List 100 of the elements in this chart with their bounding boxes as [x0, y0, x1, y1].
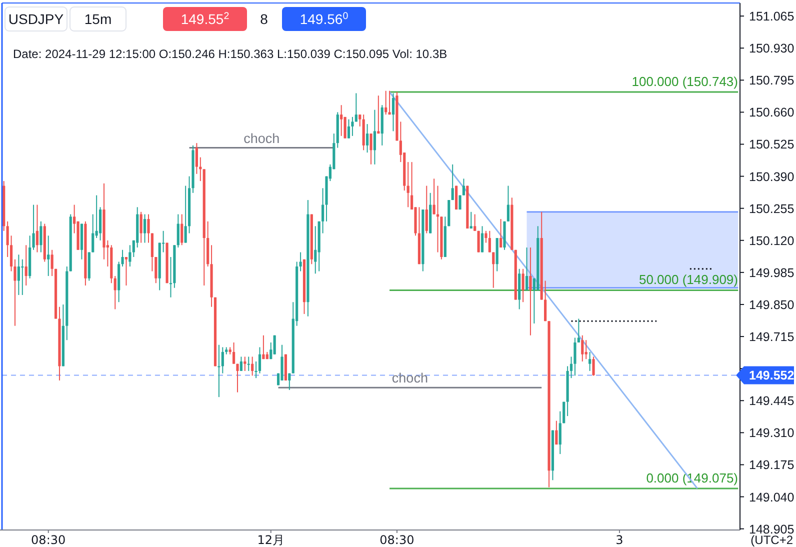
candlestick [218, 344, 220, 398]
candlestick [451, 164, 454, 201]
candlestick [406, 162, 410, 208]
candlestick [351, 116, 354, 136]
candlestick [124, 256, 128, 286]
y-tick-label: 149.715 [749, 330, 794, 344]
candlestick [98, 206, 102, 241]
candlestick [154, 256, 158, 284]
candlestick [140, 211, 142, 244]
candlestick [36, 204, 39, 253]
annotation: USDJPY [8, 11, 64, 27]
candlestick [506, 185, 510, 222]
y-tick-label: 149.445 [749, 394, 794, 408]
candlestick [522, 268, 524, 303]
candlestick [314, 226, 317, 274]
y-tick-label: 150.795 [749, 74, 794, 88]
candlestick [236, 363, 239, 393]
candlestick [40, 220, 42, 253]
candlestick [195, 142, 198, 174]
x-tick-label: 08:30 [380, 533, 414, 547]
candlestick [492, 252, 495, 288]
x-tick-label: 3 [616, 533, 624, 547]
candlestick [388, 90, 391, 116]
candlestick [370, 133, 372, 165]
candlestick [340, 104, 343, 136]
y-tick-label: 150.660 [749, 106, 794, 120]
series-label: choch [392, 370, 428, 386]
series-label: choch [244, 130, 280, 146]
series-label: 50.000 (149.909) [638, 272, 738, 288]
series-label: 0.000 (149.075) [646, 470, 738, 486]
y-tick-label: 149.040 [749, 490, 794, 504]
candlestick [244, 356, 246, 372]
annotation: 149.56$^{0}$ [300, 10, 349, 27]
candlestick [258, 346, 262, 374]
candlestick [558, 410, 562, 455]
y-tick-label: 150.390 [749, 170, 794, 184]
candlestick [384, 90, 388, 116]
candlestick [180, 214, 184, 246]
candlestick [92, 214, 94, 253]
y-tick-label: 149.985 [749, 266, 794, 280]
candlestick [577, 318, 580, 343]
candlestick [24, 244, 28, 286]
y-tick-label: 149.175 [749, 458, 794, 472]
candlestick [462, 178, 466, 196]
candlestick [377, 95, 380, 134]
candlestick [114, 275, 116, 310]
candlestick [588, 351, 592, 372]
candlestick [500, 218, 502, 248]
candlestick [50, 249, 54, 276]
candlestick [474, 214, 476, 232]
candlestick [21, 258, 24, 296]
candlestick [373, 109, 376, 165]
annotation: 15m [84, 11, 112, 27]
candlestick [484, 230, 488, 244]
x-tick-label: 08:30 [31, 533, 66, 547]
candlestick [17, 254, 20, 296]
annotation: 149.55$^{2}$ [180, 10, 230, 27]
y-tick-label: 150.255 [749, 202, 794, 216]
candlestick [128, 244, 132, 267]
candlestick [143, 214, 146, 244]
y-tick-label: 150.930 [749, 42, 794, 56]
y-tick-label: 150.525 [749, 138, 794, 152]
candlestick [477, 230, 480, 253]
candlestick [544, 280, 547, 322]
candlestick [232, 342, 236, 364]
candlestick [221, 346, 224, 374]
candlestick [529, 247, 532, 336]
candlestick [592, 356, 595, 376]
candlestick [247, 356, 250, 372]
candlestick [358, 114, 362, 127]
candlestick [425, 185, 428, 234]
y-tick-label: 149.850 [749, 298, 794, 312]
candlestick [392, 92, 395, 132]
candlestick [6, 220, 9, 258]
y-tick-label: 151.065 [749, 10, 794, 24]
candlestick [240, 356, 242, 372]
candlestick [169, 256, 172, 298]
y-tick-label: 149.310 [749, 426, 794, 440]
candlestick [366, 124, 369, 154]
candlestick [555, 420, 558, 446]
candlestick [150, 232, 154, 272]
candlestick [347, 118, 350, 139]
candlestick [251, 356, 254, 376]
candlestick [470, 211, 472, 230]
candlestick [354, 92, 358, 122]
annotation: Date: 2024-11-29 12:15:00 O:150.246 H:150.363 L:150.039 C:150.095 Vol: 10.3B [13, 47, 448, 61]
y-tick-label: 150.120 [749, 234, 794, 248]
candlestick [280, 344, 284, 381]
candlestick [273, 334, 276, 355]
candlestick [525, 247, 528, 291]
candlestick [584, 340, 588, 360]
candlestick [176, 214, 180, 248]
series-label: 100.000 (150.743) [632, 74, 738, 90]
candlestick [480, 226, 484, 253]
annotation: 8 [260, 11, 268, 27]
x-tick-label: 12月 [257, 533, 285, 547]
candlestick [288, 372, 291, 390]
candlestick [47, 235, 50, 276]
candlestick [581, 334, 584, 362]
candlestick [432, 178, 436, 215]
